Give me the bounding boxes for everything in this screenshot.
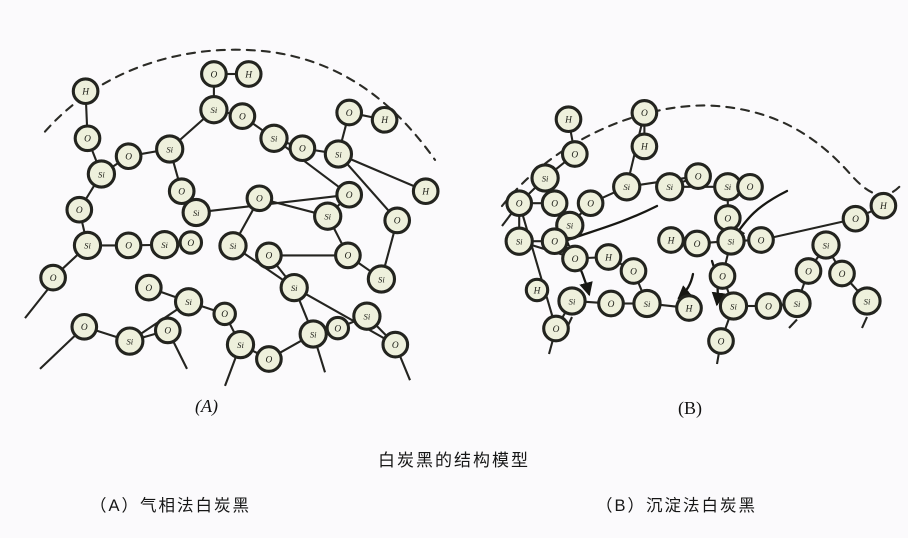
svg-text:O: O <box>125 242 132 252</box>
svg-text:O: O <box>758 236 765 246</box>
svg-text:O: O <box>553 325 560 335</box>
svg-text:O: O <box>695 172 702 182</box>
svg-text:Si: Si <box>324 211 331 221</box>
svg-text:O: O <box>765 302 772 312</box>
svg-text:H: H <box>421 188 430 198</box>
svg-text:H: H <box>640 143 649 153</box>
svg-text:O: O <box>239 112 246 122</box>
svg-text:O: O <box>718 337 725 347</box>
svg-text:O: O <box>719 272 726 282</box>
svg-text:Si: Si <box>823 240 830 250</box>
svg-text:O: O <box>392 341 399 351</box>
svg-text:O: O <box>394 217 401 227</box>
svg-text:O: O <box>345 252 352 262</box>
svg-text:O: O <box>84 135 91 145</box>
svg-text:O: O <box>76 206 83 216</box>
svg-text:O: O <box>50 274 57 284</box>
svg-text:Si: Si <box>378 274 385 284</box>
svg-text:Si: Si <box>98 169 105 179</box>
svg-text:Si: Si <box>193 208 200 218</box>
svg-text:O: O <box>178 188 185 198</box>
svg-text:H: H <box>879 202 888 212</box>
svg-text:H: H <box>533 286 542 296</box>
svg-text:Si: Si <box>724 182 731 192</box>
svg-text:O: O <box>608 300 615 310</box>
svg-text:O: O <box>694 240 701 250</box>
svg-text:O: O <box>164 327 171 337</box>
svg-text:O: O <box>551 238 558 248</box>
svg-text:H: H <box>380 116 389 126</box>
svg-text:O: O <box>266 355 273 365</box>
svg-text:Si: Si <box>166 144 173 154</box>
svg-text:Si: Si <box>335 149 342 159</box>
svg-text:O: O <box>805 267 812 277</box>
svg-text:O: O <box>187 239 194 249</box>
svg-text:Si: Si <box>569 296 576 306</box>
svg-text:Si: Si <box>271 134 278 144</box>
svg-text:H: H <box>244 70 253 80</box>
svg-text:O: O <box>852 215 859 225</box>
svg-text:O: O <box>572 255 579 265</box>
svg-text:Si: Si <box>864 296 871 306</box>
svg-text:Si: Si <box>730 301 737 311</box>
svg-text:O: O <box>551 200 558 210</box>
svg-text:O: O <box>747 183 754 193</box>
svg-text:Si: Si <box>126 336 133 346</box>
svg-text:Si: Si <box>161 240 168 250</box>
svg-text:H: H <box>81 88 90 98</box>
svg-text:O: O <box>839 270 846 280</box>
svg-text:H: H <box>564 116 573 126</box>
svg-text:Si: Si <box>364 311 371 321</box>
svg-text:H: H <box>604 253 613 263</box>
svg-text:O: O <box>571 150 578 160</box>
svg-text:Si: Si <box>623 182 630 192</box>
svg-text:Si: Si <box>728 236 735 246</box>
svg-text:O: O <box>334 324 341 334</box>
svg-text:O: O <box>299 145 306 155</box>
svg-text:O: O <box>346 109 353 119</box>
svg-text:H: H <box>685 304 694 314</box>
svg-text:O: O <box>724 214 731 224</box>
svg-text:O: O <box>211 70 218 80</box>
svg-text:O: O <box>81 323 88 333</box>
svg-text:O: O <box>346 191 353 201</box>
svg-text:Si: Si <box>84 241 91 251</box>
svg-text:Si: Si <box>211 105 218 115</box>
svg-text:O: O <box>145 284 152 294</box>
svg-text:O: O <box>630 267 637 277</box>
svg-text:O: O <box>587 200 594 210</box>
svg-text:H: H <box>667 236 676 246</box>
svg-text:Si: Si <box>310 329 317 339</box>
svg-text:Si: Si <box>237 340 244 350</box>
svg-text:Si: Si <box>666 182 673 192</box>
svg-text:Si: Si <box>794 299 801 309</box>
svg-text:Si: Si <box>566 221 573 231</box>
svg-text:O: O <box>221 310 228 320</box>
svg-text:Si: Si <box>644 299 651 309</box>
svg-text:O: O <box>125 152 132 162</box>
svg-text:O: O <box>266 252 273 262</box>
svg-text:O: O <box>516 200 523 210</box>
svg-text:Si: Si <box>291 283 298 293</box>
svg-text:Si: Si <box>185 297 192 307</box>
svg-text:O: O <box>641 109 648 119</box>
svg-text:Si: Si <box>542 173 549 183</box>
svg-text:Si: Si <box>230 241 237 251</box>
svg-text:O: O <box>256 195 263 205</box>
svg-text:Si: Si <box>516 237 523 247</box>
